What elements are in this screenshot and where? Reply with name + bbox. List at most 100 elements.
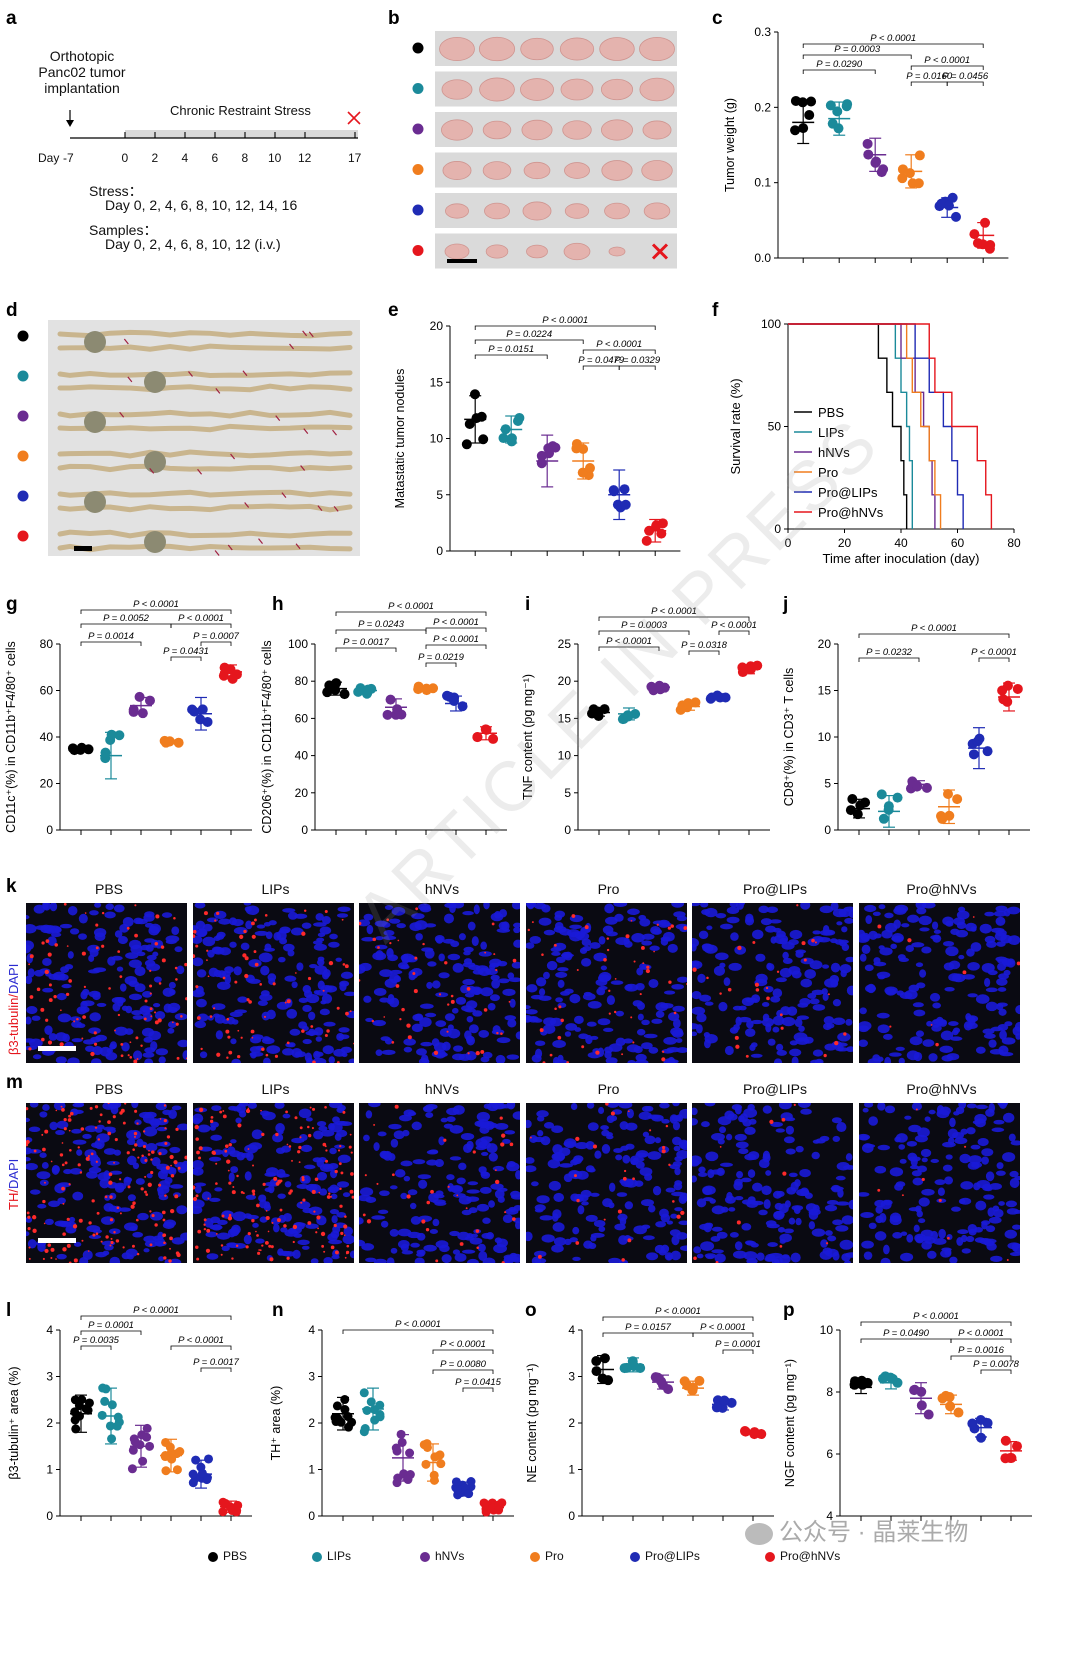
intestine-segment — [57, 370, 353, 379]
data-point-Pro@LIPs — [719, 1395, 730, 1406]
significance-bracket — [170, 623, 232, 628]
tumor-sample — [444, 243, 470, 260]
significance-bracket — [582, 349, 656, 354]
data-point-hNVs — [385, 694, 396, 705]
intestine-segment — [57, 543, 353, 553]
micro-image-Pro@hNVs — [858, 1103, 1020, 1263]
significance-bracket — [722, 1349, 754, 1354]
tumor-sample — [523, 161, 551, 180]
y-tick-label: 8 — [826, 1385, 833, 1399]
tumor-sample — [563, 242, 591, 261]
p-value-label: P = 0.0329 — [614, 355, 661, 366]
legend-dot-Pro@hNVs — [765, 1552, 775, 1562]
data-point-LIPs — [366, 1397, 376, 1407]
data-point-Pro@hNVs — [1000, 1435, 1011, 1446]
micro-title-PBS: PBS — [94, 1081, 123, 1097]
y-tick-label: 0 — [301, 823, 308, 837]
intestine-row-dot-PBS — [17, 330, 29, 342]
data-point-hNVs — [137, 708, 148, 719]
significance-bracket — [200, 1367, 232, 1372]
y-tick-label: 5 — [436, 488, 443, 502]
significance-bracket — [80, 1315, 232, 1320]
y-tick-label: 20 — [295, 786, 309, 800]
data-point-Pro@hNVs — [977, 239, 988, 250]
data-point-Pro — [694, 1375, 705, 1386]
data-point-Pro@hNVs — [756, 1429, 767, 1440]
data-point-Pro@LIPs — [950, 211, 961, 222]
tumor-sample — [478, 36, 516, 62]
significance-bracket — [170, 1345, 232, 1350]
p-value-label: P = 0.0017 — [193, 1357, 240, 1368]
y-tick-label: 10 — [818, 730, 832, 744]
y-tick-label: 40 — [295, 749, 309, 763]
significance-bracket — [80, 609, 232, 614]
survival-curve-LIPs — [788, 323, 913, 529]
data-point-hNVs — [382, 709, 393, 720]
significance-bracket — [425, 644, 487, 649]
data-point-Pro@hNVs — [998, 694, 1009, 705]
data-point-hNVs — [142, 1432, 152, 1442]
y-tick-label: 20 — [40, 777, 54, 791]
y-tick-label: 4 — [826, 1509, 833, 1523]
p-value-label: P < 0.0001 — [700, 1322, 746, 1333]
data-point-LIPs — [635, 1363, 646, 1374]
data-point-hNVs — [145, 1441, 155, 1451]
scale-bar — [447, 259, 477, 263]
significance-bracket — [858, 633, 1010, 638]
y-tick-label: 1 — [568, 1463, 575, 1477]
data-point-PBS — [340, 1395, 350, 1405]
data-point-Pro — [160, 1452, 170, 1462]
nodule-mark — [281, 492, 287, 498]
data-point-hNVs — [127, 1464, 137, 1474]
data-point-LIPs — [106, 729, 117, 740]
tumor-sample — [526, 244, 548, 259]
tumor-sample — [441, 79, 473, 100]
intestine-segment — [57, 529, 353, 539]
data-point-PBS — [332, 1401, 342, 1411]
y-tick-label: 6 — [826, 1447, 833, 1461]
data-point-hNVs — [536, 458, 547, 469]
x-tick-label: 80 — [1007, 536, 1021, 550]
data-point-PBS — [330, 1413, 340, 1423]
nodule-mark — [188, 371, 193, 377]
y-tick-label: 0 — [564, 823, 571, 837]
significance-bracket — [718, 630, 750, 635]
significance-bracket — [425, 662, 457, 667]
panel-letter-m: m — [6, 1072, 23, 1093]
panel-letter-l: l — [6, 1300, 12, 1321]
data-point-LIPs — [883, 801, 894, 812]
y-axis-label: NGF content (pg mg⁻¹) — [783, 1359, 797, 1487]
data-point-Pro — [897, 173, 908, 184]
data-point-Pro — [936, 811, 947, 822]
data-point-hNVs — [144, 695, 155, 706]
tumor-row-strip — [435, 31, 677, 66]
micro-image-LIPs — [192, 903, 354, 1063]
y-tick-label: 15 — [818, 684, 832, 698]
data-point-LIPs — [359, 1388, 369, 1398]
p-value-label: P < 0.0001 — [178, 1335, 224, 1346]
data-point-LIPs — [876, 789, 887, 800]
p-value-label: P = 0.0243 — [358, 619, 405, 630]
p-value-label: P < 0.0001 — [542, 315, 588, 326]
nodule-mark — [317, 505, 323, 512]
micro-title-Pro: Pro — [597, 881, 620, 897]
data-point-Pro@hNVs — [651, 520, 662, 531]
data-point-hNVs — [138, 1456, 148, 1466]
p-value-label: P = 0.0003 — [834, 44, 881, 55]
significance-bracket — [618, 365, 656, 370]
significance-bracket — [582, 365, 620, 370]
tumor-sample — [522, 201, 552, 221]
timeline-day-2: 2 — [151, 151, 159, 165]
data-point-Pro — [161, 1466, 171, 1476]
p-value-label: P < 0.0001 — [655, 1306, 701, 1317]
data-point-PBS — [343, 1422, 353, 1432]
data-point-Pro — [571, 443, 582, 454]
implant-label: Orthotopic Panc02 tumor implantation — [22, 48, 142, 96]
data-point-LIPs — [107, 1434, 117, 1444]
p-value-label: P = 0.0007 — [193, 631, 240, 642]
data-point-PBS — [860, 797, 871, 808]
timeline-day-4: 4 — [181, 151, 189, 165]
p-value-label: P = 0.0490 — [883, 1328, 930, 1339]
legend-label-Pro@LIPs: Pro@LIPs — [645, 1549, 700, 1563]
data-point-Pro@LIPs — [464, 1489, 474, 1499]
